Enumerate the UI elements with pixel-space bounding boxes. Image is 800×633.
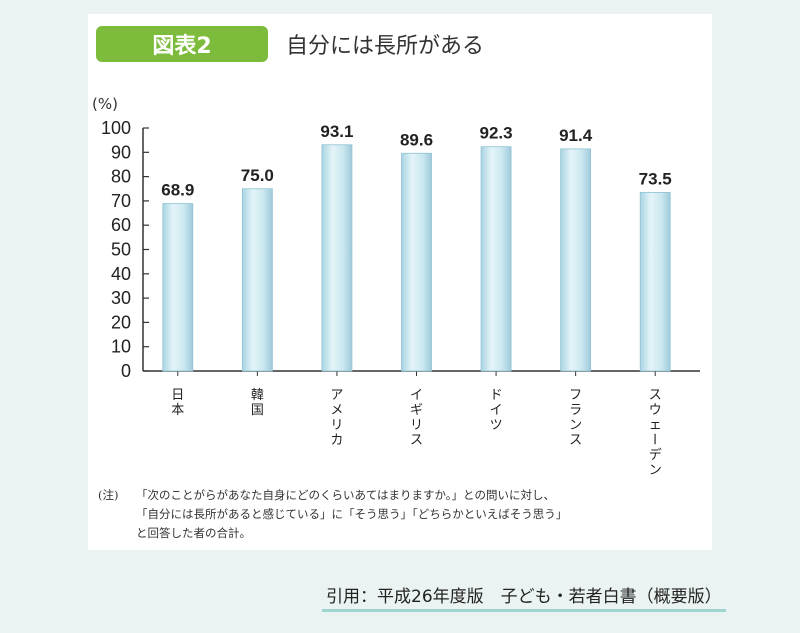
x-tick-label-char: イ — [410, 388, 423, 403]
x-tick-label: 韓国 — [251, 388, 264, 418]
footnote: (注) 「次のことがらがあなた自身にどのくらいあてはまりますか。」との問いに対し、… — [98, 486, 704, 543]
x-tick-label-char: ツ — [490, 418, 503, 433]
bar — [639, 191, 671, 372]
x-tick-label-char: 日 — [171, 388, 184, 403]
figure-badge: 図表2 — [96, 26, 268, 62]
x-tick-label-char: イ — [490, 403, 503, 418]
bar — [321, 144, 353, 372]
bar-value-label: 91.4 — [559, 126, 593, 145]
y-tick-label: 70 — [111, 191, 131, 211]
bar — [560, 148, 592, 372]
bar-value-label: 92.3 — [480, 124, 513, 143]
bar — [162, 203, 194, 372]
y-tick-label: 90 — [111, 142, 131, 162]
source-citation: 引用：平成26年度版 子ども・若者白書（概要版） — [322, 582, 726, 612]
y-tick-label: 0 — [121, 361, 131, 381]
y-tick-label: 50 — [111, 240, 131, 260]
x-tick-label-char: メ — [330, 403, 343, 418]
bar — [401, 152, 432, 372]
x-tick-label-char: フ — [569, 388, 582, 403]
x-tick-label-char: 国 — [251, 403, 264, 418]
y-tick-label: 60 — [111, 215, 131, 235]
bar-value-label: 68.9 — [161, 181, 194, 200]
y-tick-label: 20 — [111, 312, 131, 332]
bar-value-label: 75.0 — [241, 166, 274, 185]
x-tick-label-char: 韓 — [251, 388, 264, 403]
x-tick-label: 日本 — [171, 388, 184, 418]
x-tick-label-char: 本 — [171, 403, 184, 418]
x-tick-label-char: ス — [569, 433, 582, 448]
bar — [480, 146, 512, 372]
x-tick-label-char: ェ — [649, 418, 662, 433]
bar-value-label: 89.6 — [400, 130, 433, 149]
bar-value-label: 73.5 — [639, 169, 672, 188]
footnote-lead: (注) — [98, 488, 119, 502]
x-tick-label-char: ギ — [410, 403, 423, 418]
x-tick-label-char: ウ — [649, 403, 662, 418]
x-tick-label: ドイツ — [490, 388, 503, 433]
x-tick-label-char: ド — [490, 388, 503, 403]
x-tick-label-char: ア — [330, 388, 343, 403]
x-tick-label-char: ン — [649, 463, 662, 478]
x-tick-label-char: ラ — [569, 403, 582, 418]
footnote-line-1: 「次のことがらがあなた自身にどのくらいあてはまりますか。」との問いに対し、 — [136, 488, 555, 502]
x-tick-label-char: ス — [649, 388, 662, 403]
y-tick-label: 30 — [111, 288, 131, 308]
x-tick-label-char: カ — [330, 433, 343, 448]
x-tick-label-char: ン — [569, 418, 582, 433]
chart-title: 自分には長所がある — [286, 34, 485, 59]
y-tick-label: 10 — [111, 337, 131, 357]
x-tick-label-char: デ — [649, 447, 662, 463]
y-tick-label: 100 — [101, 118, 131, 138]
y-tick-label: 40 — [111, 264, 131, 284]
x-tick-label-char: リ — [330, 418, 343, 433]
bar — [241, 188, 273, 372]
bar-value-label: 93.1 — [320, 122, 353, 141]
chart-bars — [162, 144, 671, 372]
x-tick-label-char: ス — [410, 433, 423, 448]
footnote-line-2: 「自分には長所があると感じている」に「そう思う」「どちらかといえばそう思う」 — [136, 507, 568, 521]
x-tick-label-char: ー — [646, 432, 661, 445]
x-tick-label-char: リ — [410, 418, 423, 433]
y-tick-label: 80 — [111, 167, 131, 187]
footnote-line-3: と回答した者の合計。 — [136, 526, 251, 540]
chart-labels: 0 10 20 30 40 50 60 70 80 90 100 68.9 日本 75.0 韓国 93.1 アメ… — [101, 118, 672, 478]
y-axis-unit-label: (%) — [92, 95, 118, 113]
